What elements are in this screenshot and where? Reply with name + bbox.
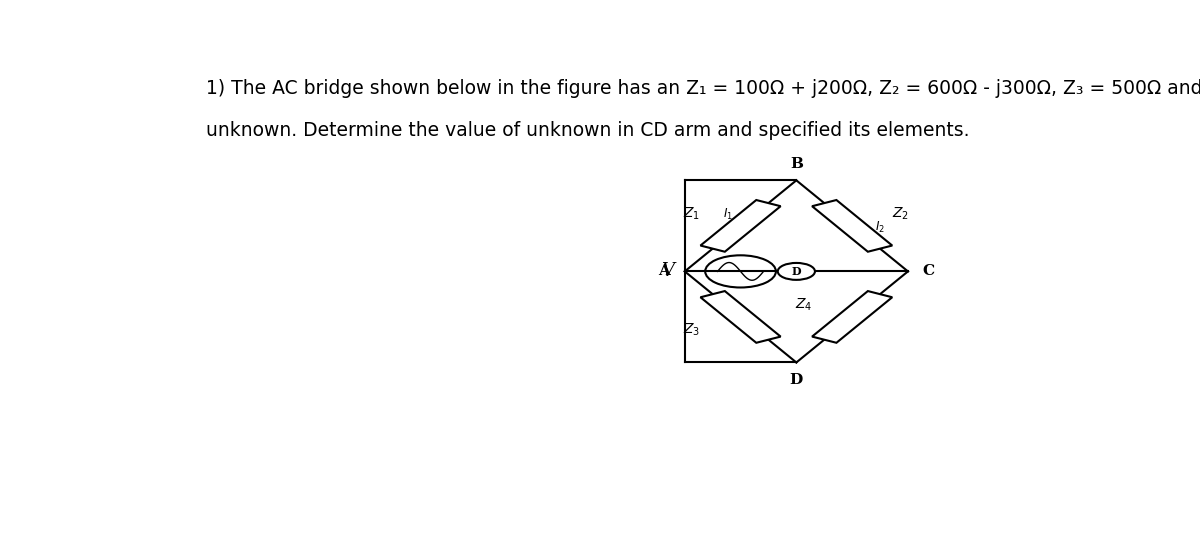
Text: B: B bbox=[790, 157, 803, 171]
Text: $I_1$: $I_1$ bbox=[722, 207, 733, 222]
Polygon shape bbox=[812, 291, 893, 343]
Polygon shape bbox=[701, 200, 781, 252]
Text: D: D bbox=[792, 266, 802, 277]
Text: $I_2$: $I_2$ bbox=[875, 219, 886, 234]
Text: unknown. Determine the value of unknown in CD arm and specified its elements.: unknown. Determine the value of unknown … bbox=[206, 121, 970, 140]
Text: V: V bbox=[661, 262, 674, 280]
Text: D: D bbox=[790, 373, 803, 387]
Text: 1) The AC bridge shown below in the figure has an Z₁ = 100Ω + j200Ω, Z₂ = 600Ω -: 1) The AC bridge shown below in the figu… bbox=[206, 79, 1200, 98]
Polygon shape bbox=[812, 200, 893, 252]
Text: $Z_4$: $Z_4$ bbox=[794, 296, 812, 313]
Polygon shape bbox=[701, 291, 781, 343]
Text: $Z_3$: $Z_3$ bbox=[683, 321, 701, 338]
Text: $Z_2$: $Z_2$ bbox=[893, 205, 910, 222]
Circle shape bbox=[778, 263, 815, 280]
Text: C: C bbox=[923, 265, 935, 278]
Text: $Z_1$: $Z_1$ bbox=[683, 205, 701, 222]
Text: A: A bbox=[659, 265, 671, 278]
